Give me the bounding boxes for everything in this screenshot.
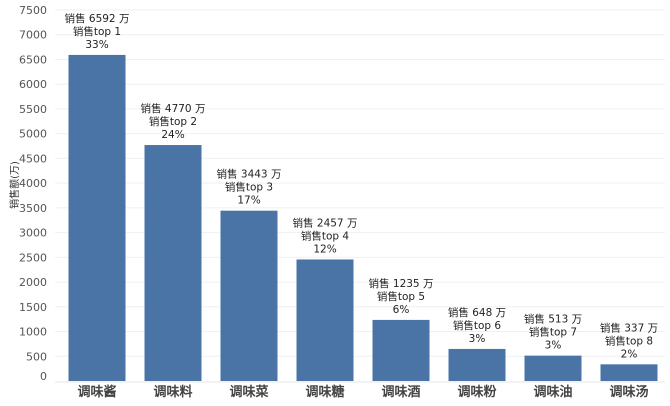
bar[interactable] [372,319,430,381]
y-tick-label: 500 [26,350,47,363]
y-tick-label: 1000 [19,326,47,339]
data-label: 销售 2457 万 [293,216,358,229]
bar[interactable] [600,364,658,381]
y-tick-label: 6000 [19,78,47,91]
data-label: 6% [393,304,410,316]
data-label: 销售top 5 [377,290,425,303]
y-tick-label: 1500 [19,301,47,314]
x-tick-label: 调味酒 [381,384,420,400]
y-tick-label: 4500 [19,152,47,165]
data-label: 销售 3443 万 [217,168,282,181]
data-label: 24% [161,129,184,141]
y-tick-label: 5500 [19,103,47,116]
x-tick-label: 调味油 [533,384,572,400]
data-label: 销售 1235 万 [369,277,434,290]
data-label: 销售 337 万 [600,321,658,334]
bar[interactable] [68,54,126,381]
y-tick-label: 4000 [19,177,47,190]
data-label: 3% [545,340,562,352]
x-tick-label: 调味糖 [305,384,344,400]
y-tick-label: 3000 [19,227,47,240]
bar[interactable] [220,210,278,381]
x-tick-label: 调味料 [153,384,192,400]
data-label: 销售top 7 [529,326,577,339]
data-label: 销售 513 万 [524,313,582,326]
y-tick-label: 0 [40,370,47,383]
bar[interactable] [144,145,202,381]
data-label: 销售top 1 [73,25,121,38]
y-tick-label: 7500 [19,4,47,17]
data-label: 销售top 2 [149,115,197,128]
y-tick-label: 5000 [19,128,47,141]
data-label: 2% [621,348,638,360]
data-label: 销售 4770 万 [141,102,206,115]
y-tick-label: 7000 [19,29,47,42]
x-tick-label: 调味汤 [609,384,648,400]
x-tick-label: 调味酱 [77,384,116,400]
data-label: 销售 6592 万 [65,12,130,25]
data-label: 销售top 8 [605,334,653,347]
data-label: 12% [313,243,336,255]
data-label: 销售top 6 [453,319,502,332]
y-tick-label: 2000 [19,276,47,289]
data-label: 销售top 3 [225,181,273,194]
data-label: 销售 648 万 [448,306,506,319]
data-label: 3% [469,333,486,345]
data-label: 17% [237,195,260,207]
y-tick-label: 3500 [19,202,47,215]
y-tick-label: 6500 [19,53,47,66]
bar[interactable] [448,348,506,381]
data-label: 33% [85,39,108,51]
data-label: 销售top 4 [301,229,350,242]
bar[interactable] [296,259,354,381]
x-tick-label: 调味菜 [229,384,268,400]
bar[interactable] [524,355,582,381]
y-axis-label: 销售额(万) [8,161,21,209]
x-tick-label: 调味粉 [457,384,496,400]
y-tick-label: 2500 [19,251,47,264]
